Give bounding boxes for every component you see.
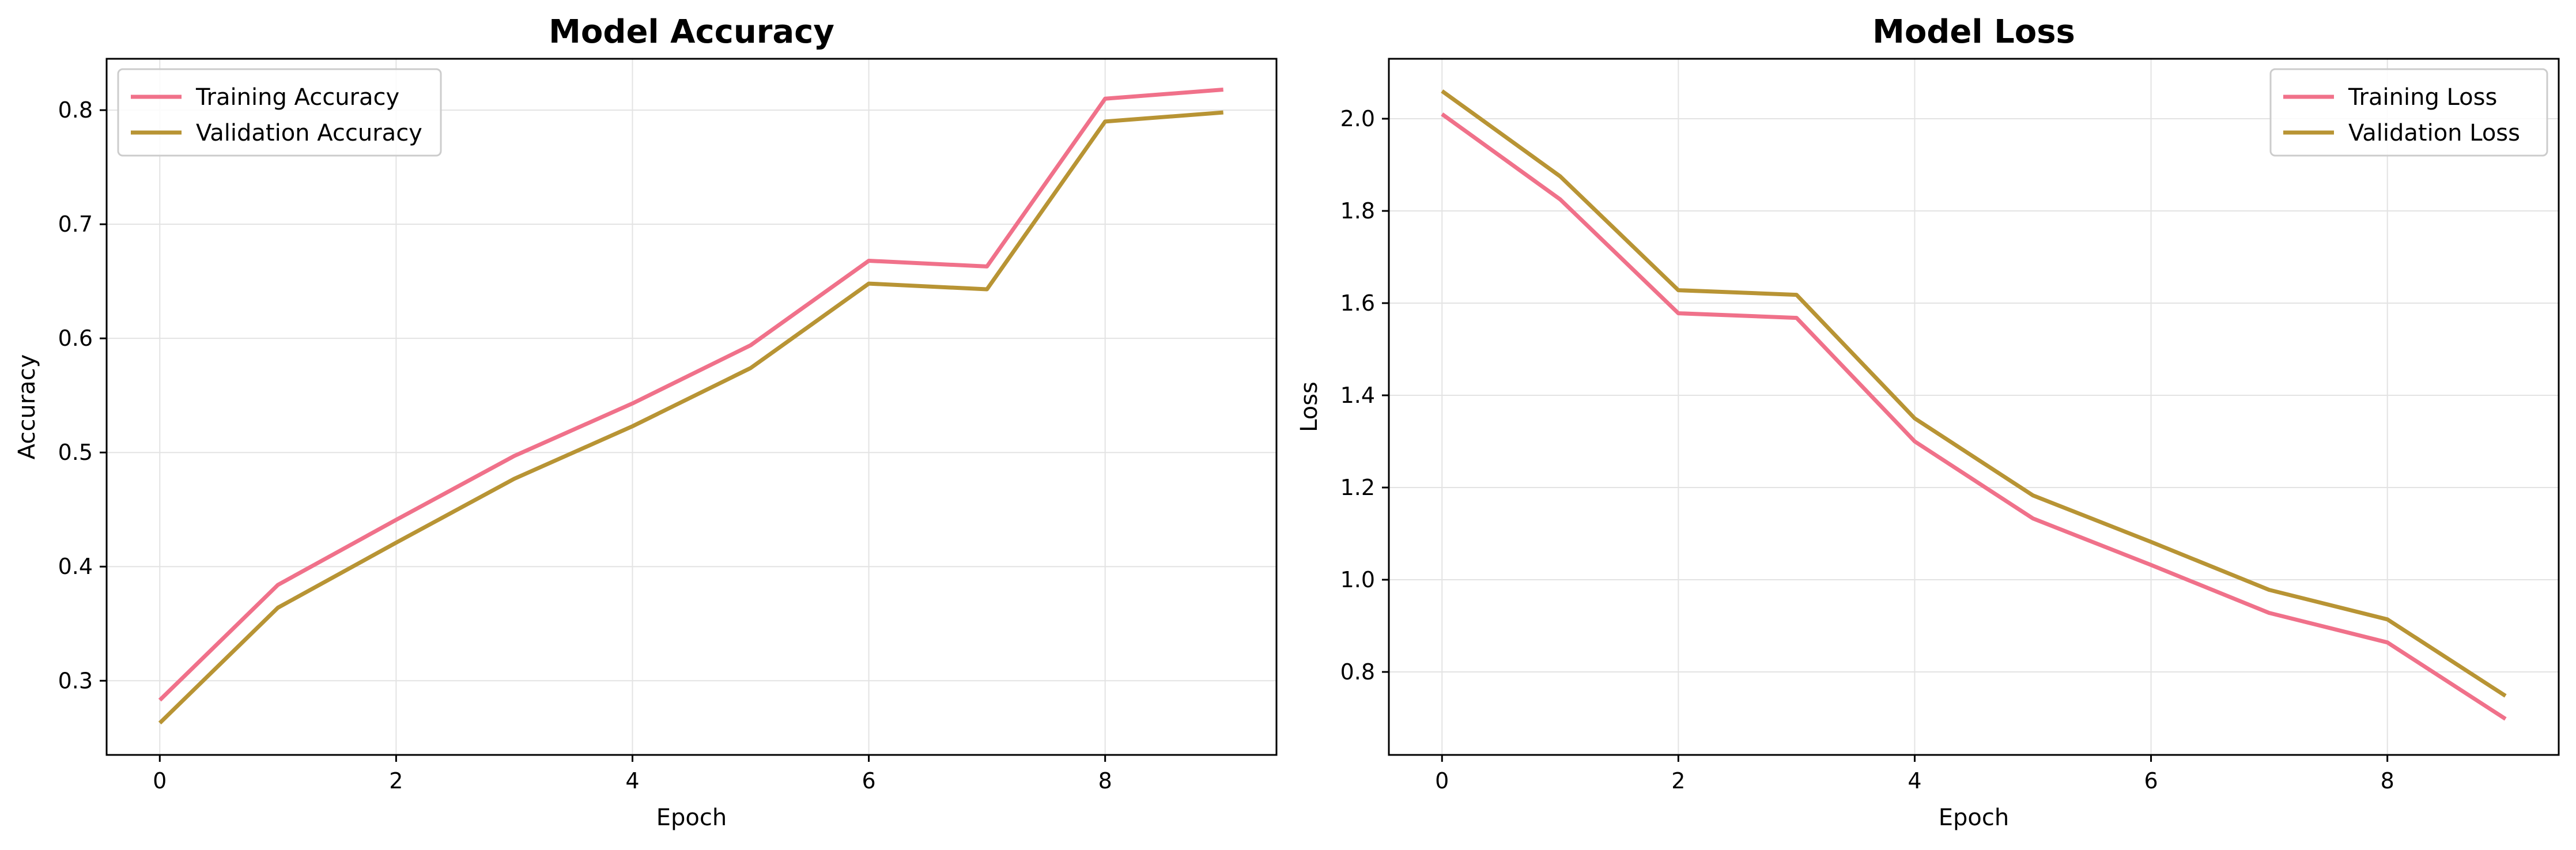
series-line-training-loss (1441, 112, 2507, 721)
x-tick-label: 8 (2381, 768, 2394, 794)
chart-panel-0: 0 2 4 6 8 0.3 0.4 0.5 0.6 0.7 0.8 Model Accuracy Epo… (14, 13, 1278, 831)
series-line-validation-loss (1441, 89, 2507, 698)
y-tick-label: 1.0 (1340, 567, 1375, 592)
y-axis-label: Accuracy (14, 354, 40, 460)
legend-label: Training Loss (2348, 84, 2497, 111)
x-tick-label: 0 (153, 768, 167, 794)
y-tick-label: 0.8 (58, 97, 93, 123)
x-tick-label: 2 (1671, 768, 1685, 794)
y-tick-label: 0.6 (58, 326, 93, 351)
x-tick-label: 2 (389, 768, 403, 794)
y-tick-label: 1.6 (1340, 290, 1375, 316)
y-tick-label: 0.5 (58, 440, 93, 465)
series-line-training-accuracy (158, 88, 1223, 702)
y-tick-label: 1.4 (1340, 383, 1375, 408)
legend-label: Validation Accuracy (196, 120, 422, 146)
x-axis-label: Epoch (656, 804, 727, 831)
y-tick-label: 0.7 (58, 211, 93, 237)
y-tick-label: 1.8 (1340, 198, 1375, 224)
x-tick-label: 6 (862, 768, 875, 794)
legend-box (2269, 68, 2548, 157)
legend: Training Loss Validation Loss (2269, 68, 2548, 157)
y-tick-label: 2.0 (1340, 106, 1375, 131)
legend-box (117, 68, 442, 157)
y-tick-label: 0.3 (58, 668, 93, 693)
series-line-validation-accuracy (158, 110, 1223, 725)
x-tick-label: 6 (2144, 768, 2158, 794)
axes-frame (105, 58, 1278, 756)
x-axis-label: Epoch (1939, 804, 2009, 831)
y-tick-label: 0.4 (58, 554, 93, 579)
chart-title: Model Accuracy (549, 13, 834, 51)
legend-label: Validation Loss (2348, 120, 2520, 146)
chart-title: Model Loss (1872, 13, 2075, 51)
legend: Training Accuracy Validation Accuracy (117, 68, 442, 157)
y-axis-label: Loss (1296, 381, 1323, 432)
x-tick-label: 4 (625, 768, 639, 794)
chart-panel-1: 0 2 4 6 8 0.8 1.0 1.2 1.4 1.6 1.8 2.0 Model Loss Epoc… (1296, 13, 2560, 831)
legend-label: Training Accuracy (195, 84, 399, 111)
x-tick-label: 8 (1098, 768, 1112, 794)
y-tick-label: 0.8 (1340, 659, 1375, 685)
axes-frame (1388, 58, 2560, 756)
x-tick-label: 4 (1908, 768, 1921, 794)
x-tick-label: 0 (1435, 768, 1449, 794)
y-tick-label: 1.2 (1340, 475, 1375, 500)
